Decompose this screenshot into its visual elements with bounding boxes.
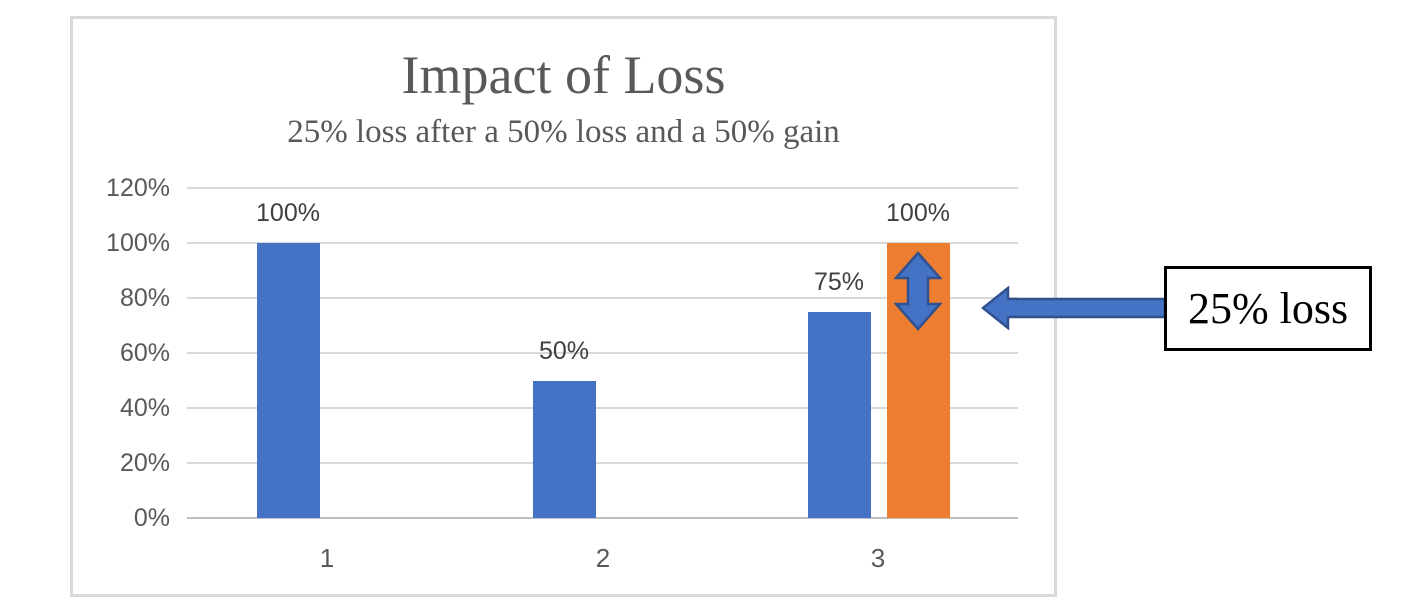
x-axis-category-label: 1	[319, 543, 335, 573]
data-label-starting-value-reference-category-3: 100%	[886, 199, 950, 227]
y-axis-tick-label: 0%	[133, 504, 170, 532]
bar-portfolio-value-category-1	[256, 243, 320, 518]
x-axis-line	[187, 517, 1018, 519]
y-axis-tick-label: 80%	[119, 284, 170, 312]
data-label-portfolio-value-category-1: 100%	[256, 199, 320, 227]
x-axis-category-label: 2	[595, 543, 611, 573]
chart-subtitle: 25% loss after a 50% loss and a 50% gain	[287, 114, 840, 150]
gridline	[187, 462, 1018, 464]
y-axis-tick-label: 20%	[119, 449, 170, 477]
data-label-portfolio-value-category-3: 75%	[813, 267, 865, 296]
left-arrow-icon	[981, 286, 1167, 330]
up-down-arrow-icon	[894, 251, 942, 331]
x-axis-category-label: 3	[870, 543, 886, 573]
data-label-portfolio-value-category-2: 50%	[538, 336, 590, 365]
gridline	[187, 352, 1018, 354]
gridline	[187, 407, 1018, 409]
chart-container: Impact of Loss 25% loss after a 50% loss…	[70, 16, 1057, 597]
y-axis-tick-label: 100%	[106, 229, 170, 257]
gridline	[187, 297, 1018, 299]
callout-box: 25% loss	[1164, 266, 1372, 351]
y-axis-tick-label: 60%	[119, 339, 170, 367]
gridline	[187, 242, 1018, 244]
bar-portfolio-value-category-3	[807, 311, 871, 518]
bar-portfolio-value-category-2	[532, 380, 596, 518]
callout-text: 25% loss	[1187, 284, 1349, 333]
y-axis-tick-label: 120%	[106, 174, 170, 202]
gridline	[187, 187, 1018, 189]
chart-title: Impact of Loss	[401, 45, 726, 105]
y-axis-tick-label: 40%	[119, 394, 170, 422]
